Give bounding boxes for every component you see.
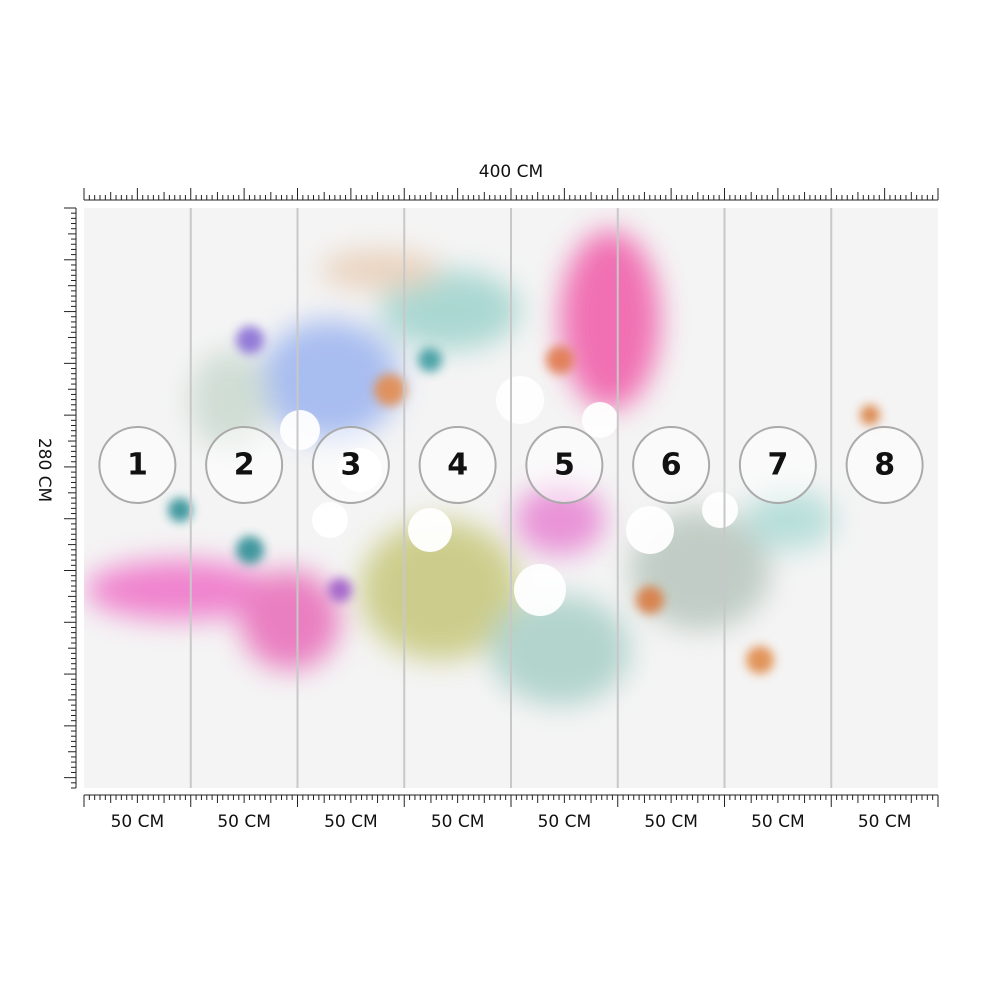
panel-badge	[311, 426, 390, 504]
panel-number: 7	[767, 448, 788, 483]
panel-badge	[418, 426, 497, 504]
panel-badge	[738, 426, 817, 504]
artwork	[85, 230, 880, 705]
panel-width: 50 CM	[431, 812, 485, 832]
panel-badge	[632, 426, 711, 504]
panel-number: 4	[447, 448, 468, 483]
panel-width: 50 CM	[644, 812, 698, 832]
panel-width: 50 CM	[858, 812, 912, 832]
panel-number: 5	[554, 448, 575, 483]
panel-width: 50 CM	[217, 812, 271, 832]
panel-badge	[98, 426, 177, 504]
panel-badge	[205, 426, 284, 504]
panels: 1 50 CM 2 50 CM 3 50 CM 4 50 CM 5 50 CM 6 50 CM 7 50 …	[98, 426, 924, 832]
panel-width: 50 CM	[538, 812, 592, 832]
panel-badge	[525, 426, 604, 504]
width-label: 400 CM	[479, 162, 543, 182]
panel-width: 50 CM	[324, 812, 378, 832]
panel-width: 50 CM	[751, 812, 805, 832]
height-label: 280 CM	[34, 438, 54, 502]
panel-seams	[189, 208, 833, 788]
panel-badge	[845, 426, 924, 504]
panel-number: 8	[874, 448, 895, 483]
panel-width: 50 CM	[111, 812, 165, 832]
panel-number: 1	[127, 448, 148, 483]
panel-number: 2	[234, 448, 255, 483]
rulers	[64, 188, 939, 807]
panel-number: 6	[661, 448, 682, 483]
panel-number: 3	[340, 448, 361, 483]
